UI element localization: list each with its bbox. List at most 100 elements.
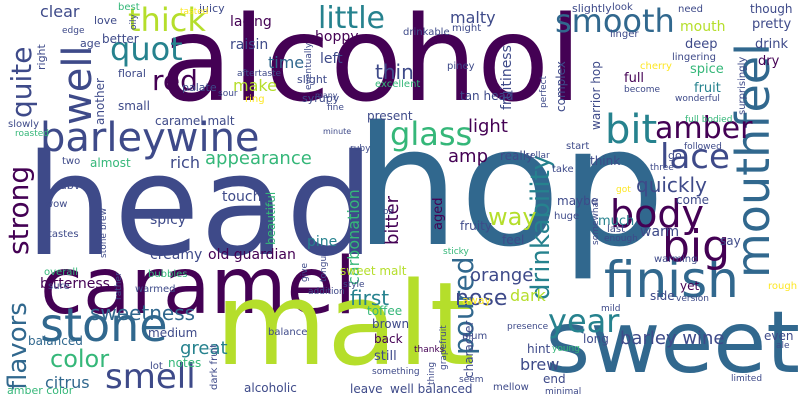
word-spice: spice — [690, 62, 724, 77]
word-tastes: tastes — [48, 229, 79, 240]
word-toffee: toffee — [367, 304, 403, 318]
word-style: style — [343, 280, 365, 290]
word-warrior-hop: warrior hop — [589, 61, 603, 130]
word-young: young — [552, 344, 580, 354]
word-amber: amber — [655, 111, 753, 146]
word-strong: strong — [2, 165, 35, 255]
word-deep: deep — [685, 37, 718, 52]
word-sweet-malt: sweet malt — [340, 264, 407, 278]
word-pretty: pretty — [752, 17, 792, 32]
word-hint: hint — [527, 342, 551, 356]
word-bubbles: bubbles — [148, 269, 188, 280]
word-beautiful: beautiful — [264, 191, 278, 245]
word-lot: lot — [150, 361, 163, 372]
word-mild: mild — [601, 304, 621, 314]
word-love: love — [94, 14, 118, 27]
word-appearance: appearance — [205, 148, 312, 169]
word-seem: seem — [459, 375, 484, 385]
word-mellow: mellow — [493, 382, 529, 393]
word-huge: huge — [554, 211, 580, 222]
word-sure: sure — [48, 281, 70, 292]
word-character: character — [462, 320, 476, 378]
word-cherry: cherry — [640, 61, 672, 72]
word-got: got — [616, 185, 631, 195]
word-smooth: smooth — [555, 2, 675, 40]
word-aged: aged — [431, 197, 446, 230]
word-thin: thin — [375, 60, 414, 84]
word-well-balanced: well balanced — [390, 382, 473, 396]
word-away: away — [462, 294, 491, 307]
word-thick: thick — [128, 1, 206, 39]
word-dark-fruit: dark fruit — [209, 343, 220, 390]
word-lacing: lacing — [230, 14, 272, 30]
word-creamy: creamy — [150, 247, 203, 263]
word-clear: clear — [40, 2, 80, 21]
word-finish: finish — [604, 251, 739, 309]
word-small: small — [118, 99, 150, 113]
word-light: light — [468, 116, 508, 137]
word-warmed: warmed — [135, 284, 176, 295]
word-stone-brew: stone brew — [99, 208, 109, 258]
word-raisin: raisin — [230, 37, 269, 53]
word-though: though — [750, 2, 793, 16]
word-surprisingly: surprisingly — [737, 56, 748, 115]
word-brew: brew — [520, 355, 560, 374]
word-year: year — [548, 302, 620, 340]
word-complex: complex — [554, 61, 568, 112]
word-really: really — [500, 149, 534, 163]
word-bitter: bitter — [382, 195, 403, 245]
word-look: look — [612, 2, 633, 13]
word-tasted: tasted — [180, 7, 209, 17]
word-bit: bit — [605, 107, 658, 153]
word-color: color — [50, 345, 110, 373]
word-juicy: juicy — [199, 2, 225, 15]
word-say: say — [720, 234, 741, 248]
word-rather: rather — [114, 272, 124, 300]
word-time: time — [268, 53, 305, 72]
word-red: red — [152, 64, 198, 97]
word-oz: oz — [383, 207, 394, 217]
word-come: come — [676, 193, 710, 207]
word-quite: quite — [5, 46, 38, 118]
word-need: need — [678, 4, 703, 15]
word-age: age — [80, 37, 101, 50]
word-grapefruit: grapefruit — [439, 325, 449, 370]
word-pine: pine — [307, 234, 338, 250]
word-addition: addition — [308, 287, 345, 297]
word-barleywine: barleywine — [40, 115, 260, 161]
word-notes: notes — [168, 356, 202, 370]
word-drinkable: drinkable — [403, 27, 450, 38]
word-might: might — [452, 23, 482, 34]
word-eventually: eventually — [304, 42, 314, 90]
word-alcohol: alcohol — [160, 0, 582, 128]
word-wonderful: wonderful — [675, 94, 720, 104]
word-somewhat: somewhat — [591, 198, 601, 245]
word-stone: stone — [40, 298, 168, 352]
word-first: first — [350, 286, 390, 310]
word-wow: wow — [45, 199, 68, 210]
word-tan-head: tan head — [460, 89, 514, 103]
word-become: become — [624, 85, 661, 95]
word-lingering: lingering — [672, 52, 716, 63]
word-medium: medium — [148, 326, 198, 340]
word-left: left — [320, 51, 343, 67]
word-bitterness: bitterness — [40, 276, 110, 292]
word-balance: balance — [268, 327, 308, 338]
word-lace: lace — [660, 137, 730, 177]
word-cellar: cellar — [525, 151, 550, 161]
word-overall: overall — [44, 267, 78, 278]
word-rough: rough — [768, 281, 798, 292]
word-ale: ale — [776, 341, 790, 351]
word-warm: warm — [640, 224, 680, 240]
word-rich: rich — [170, 153, 200, 172]
word-excellent: excellent — [375, 79, 421, 90]
word-orange: orange — [470, 265, 534, 286]
word-sweet: sweet — [545, 293, 800, 393]
word-go: go — [668, 149, 682, 162]
word-warming: warming — [654, 254, 698, 265]
word-slight: slight — [297, 73, 328, 86]
word-something: something — [372, 367, 420, 377]
word-well: well — [55, 45, 101, 125]
word-right: right — [35, 44, 48, 70]
